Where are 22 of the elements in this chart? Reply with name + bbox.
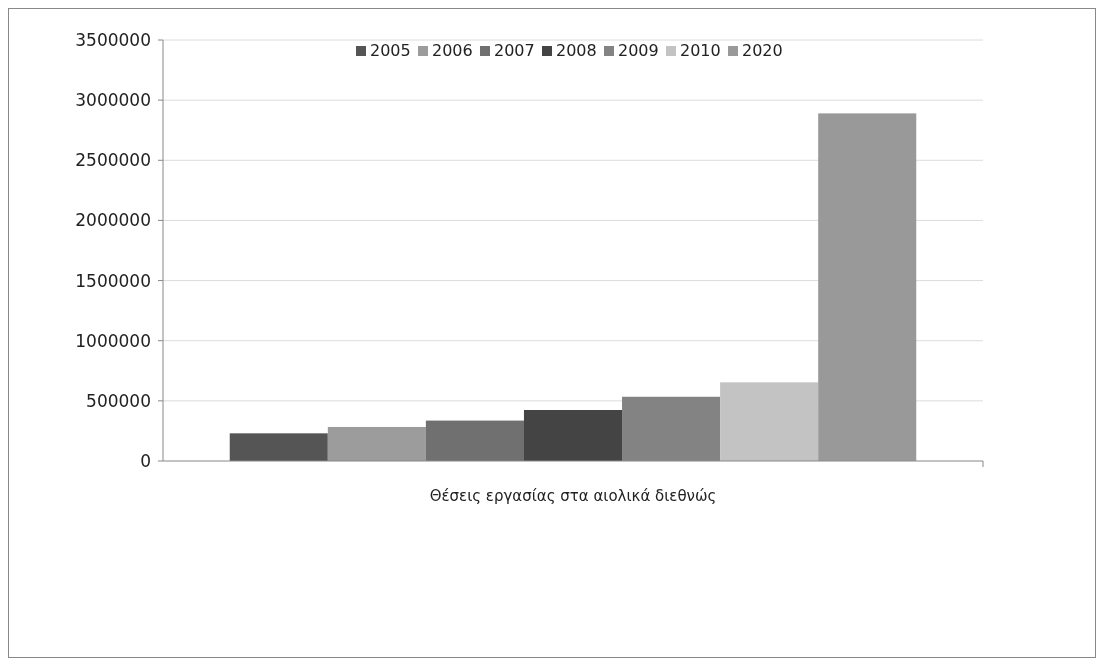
y-tick-label: 500000: [86, 390, 151, 411]
legend-label: 2020: [742, 41, 783, 60]
bar: [818, 113, 917, 461]
legend-label: 2005: [370, 41, 411, 60]
y-tick-label: 2500000: [75, 150, 151, 171]
legend-label: 2007: [494, 41, 535, 60]
y-tick-label: 3000000: [75, 90, 151, 111]
y-tick-label: 3500000: [75, 29, 151, 50]
y-tick-label: 1000000: [75, 330, 151, 351]
y-tick-label: 1500000: [75, 270, 151, 291]
legend-label: 2006: [432, 41, 473, 60]
bar: [523, 410, 623, 461]
legend-label: 2010: [680, 41, 721, 60]
x-tick-label: Θέσεις εργασίας στα αιολικά διεθνώς: [429, 487, 717, 505]
y-tick-label: 0: [140, 450, 151, 471]
bar: [327, 426, 426, 461]
legend-label: 2008: [556, 41, 597, 60]
bar: [425, 420, 524, 461]
bar: [720, 382, 819, 461]
bar: [229, 433, 328, 461]
legend-label: 2009: [618, 41, 659, 60]
y-tick-label: 2000000: [75, 210, 151, 231]
